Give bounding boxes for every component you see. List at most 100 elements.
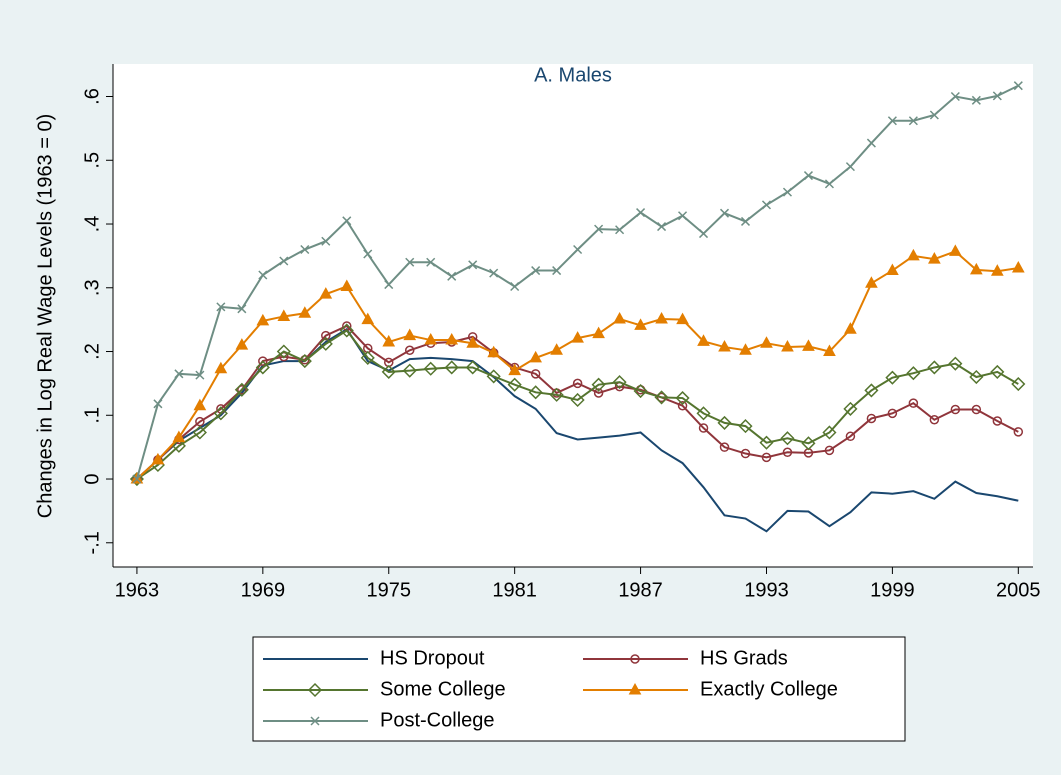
point [570,392,585,408]
point [531,266,541,276]
point [740,216,751,226]
point [255,360,270,375]
point [279,256,289,266]
y-tick-label: .2 [81,343,103,360]
point [593,388,604,398]
point [630,654,640,664]
series-line [136,329,1019,480]
point [949,244,962,256]
point [655,311,668,324]
point [990,364,1005,379]
point [172,430,186,443]
point [318,336,333,351]
point [549,387,564,402]
point [381,364,396,379]
y-tick-label: .5 [81,152,103,169]
point [276,344,291,359]
point [845,431,856,442]
point [761,452,772,463]
point [615,225,625,235]
x-tick-label: 1993 [744,579,789,601]
point [321,330,331,341]
point [298,306,312,318]
point [153,399,163,409]
point [948,356,963,371]
x-tick-label: 1981 [492,579,537,601]
point [950,91,960,102]
point [340,279,354,291]
point [969,262,983,275]
point [1013,81,1023,91]
point [613,311,626,324]
point [908,116,918,126]
point [447,271,457,281]
point [213,406,228,421]
point [591,377,606,392]
point [657,222,667,232]
x-tick-label: 1975 [366,579,411,601]
point [1011,260,1025,273]
y-axis-label: Changes in Log Real Wage Levels (1963 = … [34,114,56,519]
point [465,360,480,375]
point [802,339,815,351]
x-tick-label: 2005 [996,579,1041,601]
point [258,270,268,280]
point [1013,427,1024,437]
point [571,331,584,343]
point [310,716,320,726]
point [192,425,207,440]
point [908,398,919,408]
point [887,116,897,126]
point [696,406,711,421]
x-tick-label: 1963 [115,579,160,601]
point [193,398,207,411]
point [718,340,731,352]
legend-label: HS Grads [700,647,788,669]
point [636,208,646,218]
point [237,385,247,395]
point [486,369,501,384]
legend-label: HS Dropout [380,647,485,669]
point [971,95,981,105]
y-tick-label: .6 [81,88,103,105]
point [866,413,877,424]
point [339,323,354,338]
point [487,345,501,358]
point [782,447,793,457]
point [468,260,478,270]
point [739,343,752,355]
point [405,257,415,267]
point [628,682,642,695]
point [886,263,899,276]
point [256,313,270,326]
point [423,361,438,376]
point [573,244,583,255]
point [698,423,709,433]
point [990,264,1004,276]
point [132,474,142,484]
point [654,390,669,405]
point [307,682,323,698]
point [971,404,982,415]
point [864,383,879,398]
point [738,419,753,434]
point [171,438,186,453]
point [404,345,415,355]
y-tick-label: .1 [81,407,103,424]
point [361,312,375,325]
point [717,415,732,430]
point [360,350,375,365]
point [234,382,249,397]
point [342,216,352,226]
point [780,431,795,446]
point [235,338,249,350]
point [907,248,920,261]
point [129,471,144,487]
point [528,385,543,400]
point [633,383,648,399]
point [676,312,689,325]
point [552,266,562,276]
point [384,280,394,290]
point [466,336,480,348]
